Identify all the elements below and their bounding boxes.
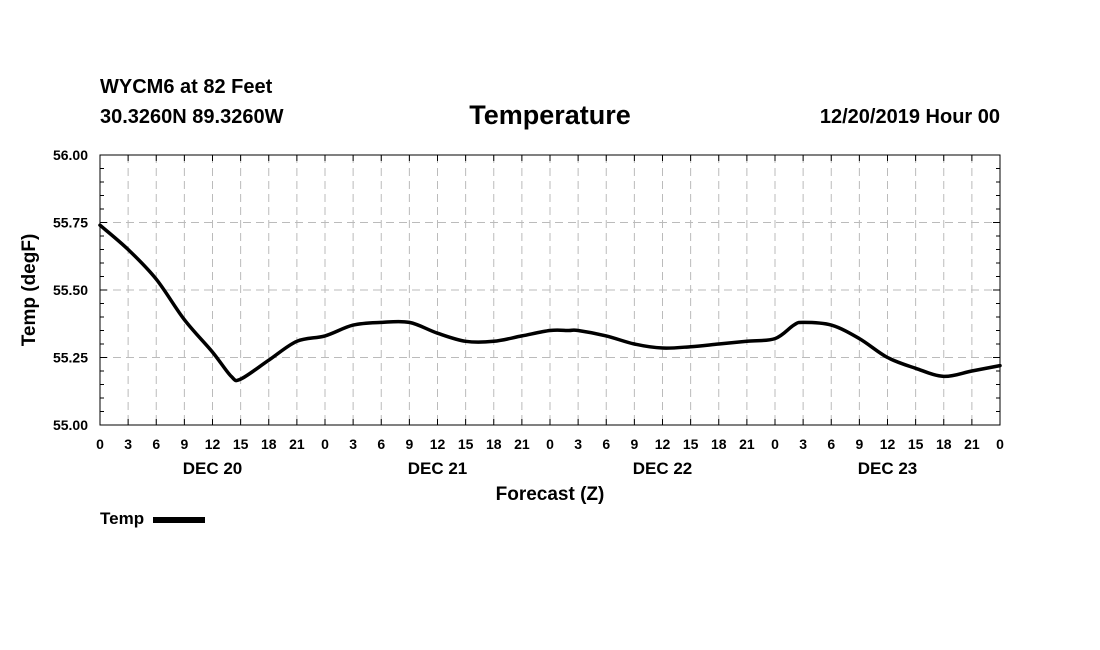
y-tick-label: 55.00 [53,417,88,433]
day-label: DEC 23 [858,459,918,478]
x-tick-label: 15 [458,436,474,452]
y-tick-label: 55.75 [53,215,88,231]
y-axis-label: Temp (degF) [19,234,40,347]
series [98,223,1002,383]
legend: Temp [100,509,206,529]
x-tick-label: 18 [711,436,727,452]
x-tick-label: 3 [349,436,357,452]
station-coordinates: 30.3260N 89.3260W [100,106,284,128]
y-tick-label: 56.00 [53,147,88,163]
x-tick-label: 0 [546,436,554,452]
day-label: DEC 22 [633,459,693,478]
legend-label-temp: Temp [100,509,145,528]
station-name: WYCM6 at 82 Feet [100,76,273,98]
grid [100,155,1000,425]
x-tick-label: 21 [964,436,980,452]
series-line-temp [98,223,1002,383]
y-tick-label: 55.50 [53,282,88,298]
x-tick-label: 6 [377,436,385,452]
x-tick-label: 12 [880,436,896,452]
x-tick-label: 9 [405,436,413,452]
x-tick-label: 12 [655,436,671,452]
x-tick-label: 18 [486,436,502,452]
day-label: DEC 20 [183,459,243,478]
x-tick-label: 3 [799,436,807,452]
y-tick-label: 55.25 [53,350,88,366]
chart-title: Temperature [469,100,631,130]
x-tick-label: 9 [630,436,638,452]
x-tick-label: 12 [430,436,446,452]
day-label: DEC 21 [408,459,468,478]
x-tick-label: 12 [205,436,221,452]
x-tick-label: 21 [739,436,755,452]
x-tick-label: 3 [124,436,132,452]
x-tick-label: 15 [233,436,249,452]
x-tick-label: 6 [602,436,610,452]
x-tick-label: 3 [574,436,582,452]
x-tick-label: 0 [771,436,779,452]
legend-swatch-temp [153,517,206,523]
axes: 0 3 6 9 12 15 18 21 0 3 6 9 12 15 18 21 0 3 6 9 12 15 18 21 0 3 6 9… [53,147,1004,478]
x-tick-label: 6 [827,436,835,452]
x-tick-label: 15 [683,436,699,452]
forecast-run-time: 12/20/2019 Hour 00 [819,106,1000,128]
x-tick-label: 6 [152,436,160,452]
x-tick-label: 18 [936,436,952,452]
x-tick-label: 9 [855,436,863,452]
x-tick-label: 15 [908,436,924,452]
x-tick-label: 21 [289,436,305,452]
x-tick-label: 0 [321,436,329,452]
x-tick-label: 0 [996,436,1004,452]
x-axis-label: Forecast (Z) [496,484,605,505]
x-tick-label: 0 [96,436,104,452]
x-tick-label: 18 [261,436,277,452]
x-tick-label: 21 [514,436,530,452]
x-tick-label: 9 [180,436,188,452]
